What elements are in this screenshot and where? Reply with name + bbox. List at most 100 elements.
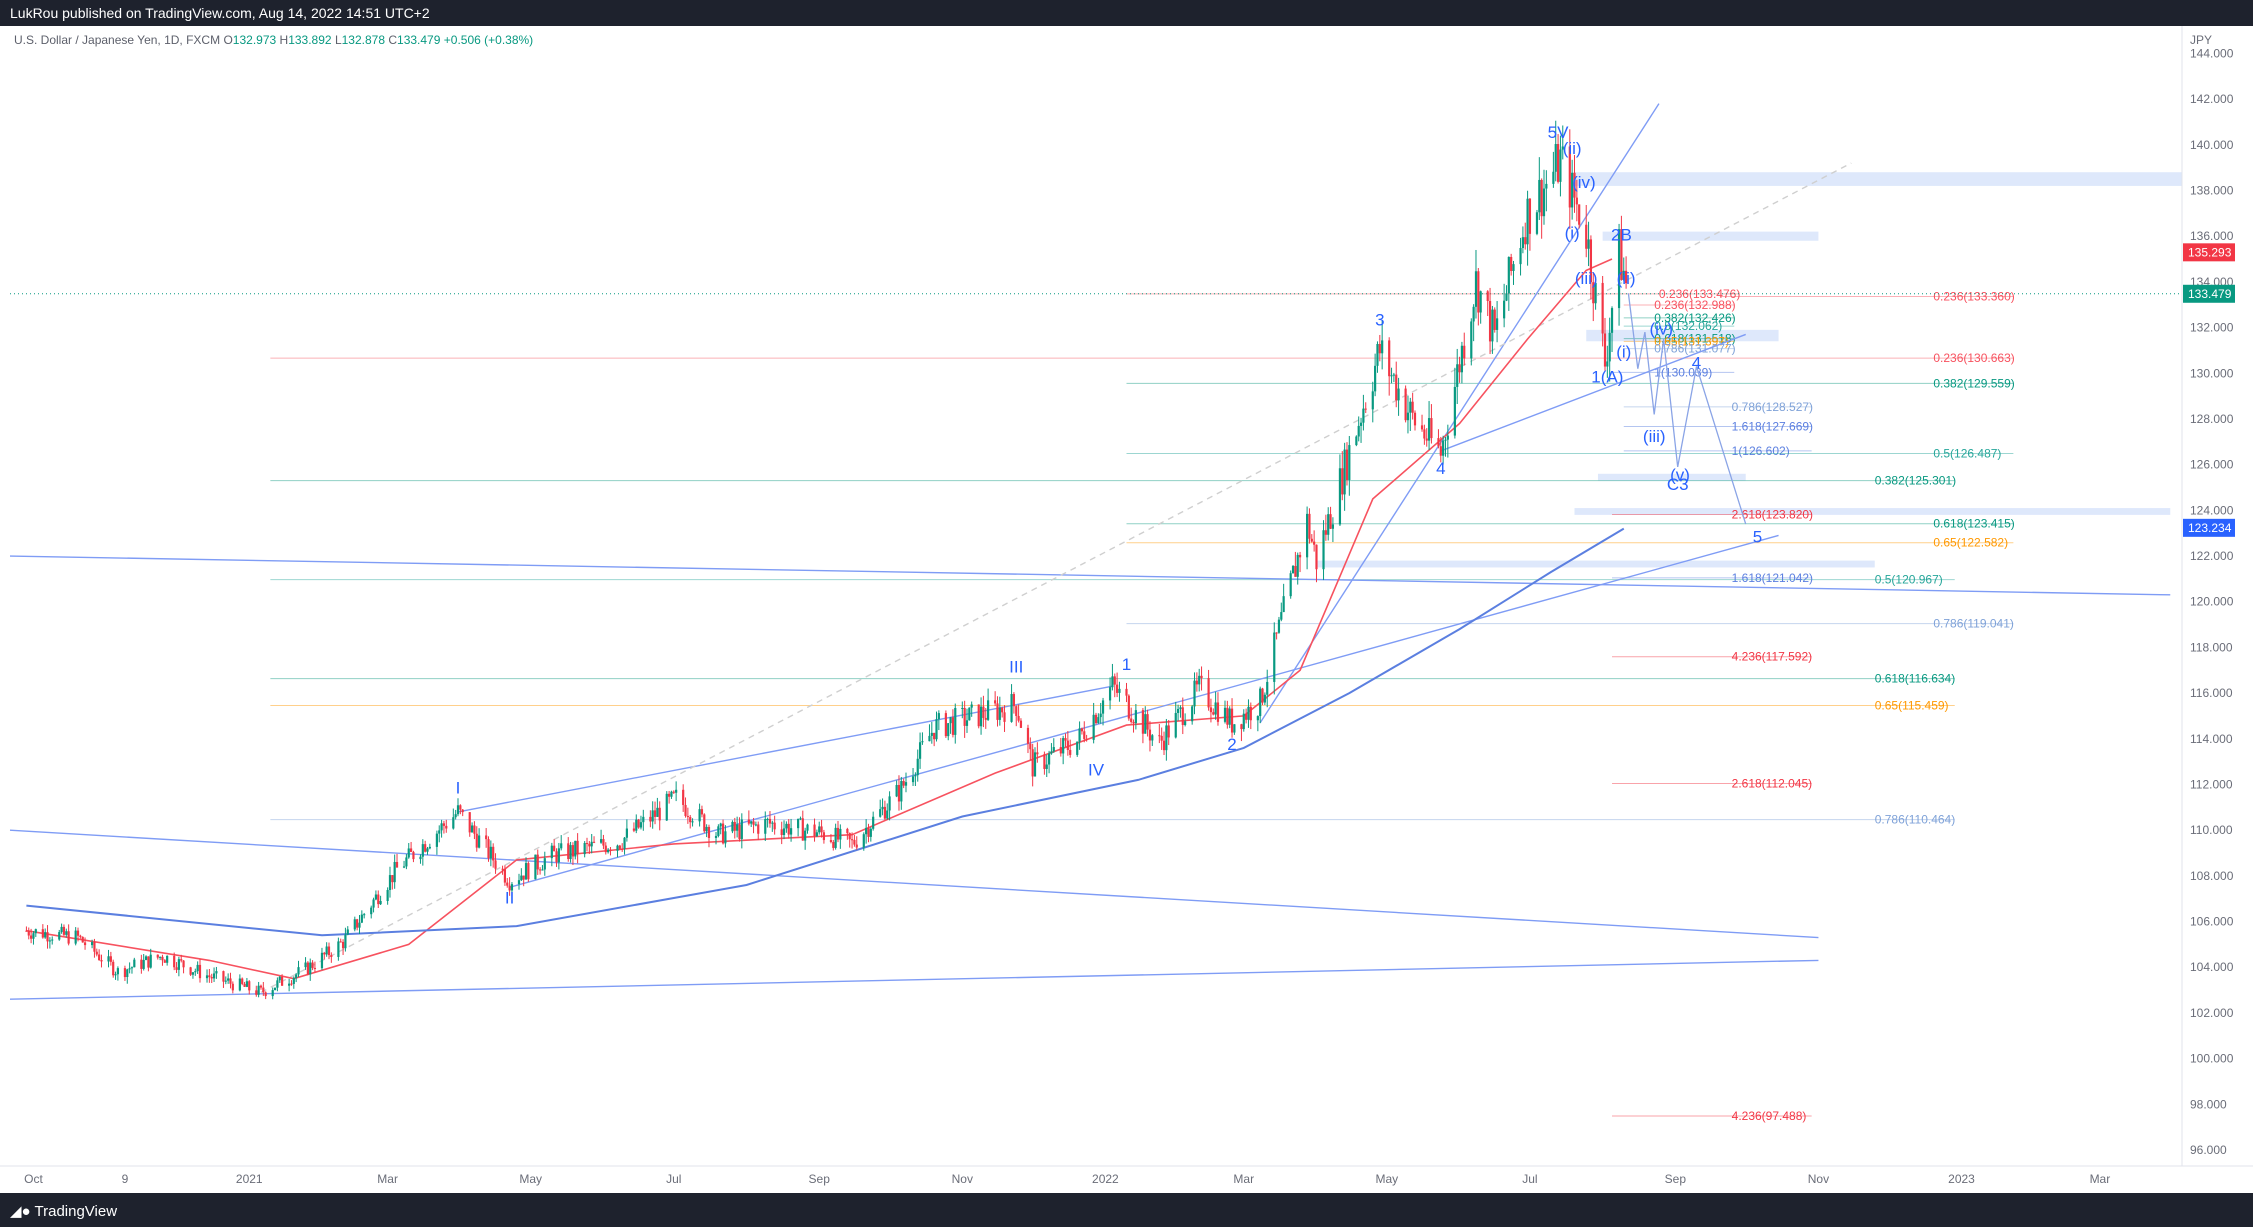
candle-body xyxy=(1388,340,1391,377)
candle-body xyxy=(904,782,908,786)
price-badge-label: 133.479 xyxy=(2188,287,2232,301)
candle-body xyxy=(933,732,936,740)
candles-layer xyxy=(25,120,1628,1000)
candle-body xyxy=(475,833,478,848)
candle-body xyxy=(1306,513,1309,558)
y-tick-label: 96.000 xyxy=(2190,1143,2227,1157)
candle-body xyxy=(222,971,225,982)
tradingview-logo: ◢● TradingView xyxy=(10,1202,117,1220)
trend-line xyxy=(260,162,1852,993)
fib-label: 0.786(110.464) xyxy=(1875,813,1956,827)
candle-body xyxy=(911,776,915,783)
candle-body xyxy=(1362,408,1365,423)
open-value: 132.973 xyxy=(232,33,277,47)
candle-body xyxy=(1294,565,1297,577)
candle-body xyxy=(241,978,244,984)
candle-body xyxy=(947,723,950,737)
zone-box xyxy=(1586,329,1779,342)
candle-body xyxy=(461,809,464,813)
wave-label: (ii) xyxy=(1617,269,1636,288)
wave-label: 2 xyxy=(1227,735,1236,754)
projection-layer xyxy=(1627,293,1747,525)
candle-body xyxy=(1505,293,1508,301)
candle-body xyxy=(684,804,687,816)
candle-body xyxy=(1608,332,1611,362)
candle-body xyxy=(377,894,380,905)
candle-body xyxy=(1033,752,1037,777)
zone-box xyxy=(1574,508,2171,515)
candle-body xyxy=(1329,514,1332,529)
candle-body xyxy=(1460,345,1464,373)
candle-body xyxy=(255,990,258,995)
candle-body xyxy=(665,793,668,821)
x-tick-label: Sep xyxy=(1665,1172,1687,1186)
candle-body xyxy=(1179,707,1182,709)
candle-body xyxy=(1144,714,1147,734)
candle-body xyxy=(637,819,640,828)
x-tick-label: Jul xyxy=(666,1172,681,1186)
candle-body xyxy=(1331,524,1335,529)
high-value: 133.892 xyxy=(288,33,332,47)
x-tick-label: Nov xyxy=(952,1172,973,1186)
price-chart[interactable]: 0.236(133.476) 0.236(133.360) 0.236(132.98… xyxy=(0,26,2253,1193)
fib-label: 0.5(120.967) xyxy=(1875,573,1943,587)
candle-body xyxy=(245,981,249,987)
candle-body xyxy=(937,713,940,720)
y-tick-label: 124.000 xyxy=(2190,503,2234,517)
wave-label: IV xyxy=(1088,760,1105,779)
candle-body xyxy=(1066,740,1069,750)
candle-body xyxy=(30,935,33,939)
candle-body xyxy=(248,981,251,991)
wave-projection-path xyxy=(1627,293,1747,525)
candle-body xyxy=(961,707,964,709)
candle-body xyxy=(1458,364,1461,373)
symbol-legend[interactable]: U.S. Dollar / Japanese Yen, 1D, FXCM O13… xyxy=(14,33,533,47)
candle-body xyxy=(1050,751,1053,754)
candle-body xyxy=(553,845,556,852)
candle-body xyxy=(979,706,983,727)
candle-body xyxy=(1355,436,1358,446)
x-tick-label: May xyxy=(1376,1172,1399,1186)
candle-body xyxy=(789,828,793,835)
price-badge xyxy=(2183,518,2235,537)
candle-body xyxy=(1174,712,1177,738)
candle-body xyxy=(1348,445,1351,480)
candle-body xyxy=(1610,308,1614,333)
candle-body xyxy=(740,819,743,839)
candle-body xyxy=(1092,714,1095,740)
candle-body xyxy=(538,869,542,871)
candle-body xyxy=(1094,714,1098,724)
y-tick-label: 112.000 xyxy=(2190,777,2233,791)
candle-body xyxy=(1381,340,1384,354)
candle-body xyxy=(965,720,969,726)
fib-label: 1(130.039) xyxy=(1654,365,1712,379)
wave-label: C3 xyxy=(1667,475,1689,494)
candle-body xyxy=(147,956,150,968)
candle-body xyxy=(360,914,363,923)
candle-body xyxy=(902,781,905,786)
wave-label: 1 xyxy=(1122,655,1131,674)
candle-body xyxy=(785,823,788,829)
candle-body xyxy=(98,954,101,960)
candle-body xyxy=(1266,681,1269,695)
candle-body xyxy=(517,880,521,885)
candle-body xyxy=(1132,721,1135,724)
candle-body xyxy=(159,956,162,958)
candle-body xyxy=(754,824,757,826)
candle-body xyxy=(1442,440,1445,456)
candle-body xyxy=(1503,300,1506,319)
candle-body xyxy=(1617,229,1621,309)
candle-body xyxy=(320,952,324,969)
candle-body xyxy=(34,929,37,934)
candle-body xyxy=(813,824,816,837)
candle-body xyxy=(470,825,474,833)
candle-body xyxy=(1324,530,1327,535)
candle-body xyxy=(276,980,279,988)
candle-body xyxy=(1507,256,1510,294)
candle-body xyxy=(977,704,980,727)
x-tick-label: Mar xyxy=(377,1172,398,1186)
candle-body xyxy=(700,809,704,815)
candle-body xyxy=(1472,306,1475,322)
trend-line xyxy=(9,829,1819,939)
candle-body xyxy=(231,983,234,991)
